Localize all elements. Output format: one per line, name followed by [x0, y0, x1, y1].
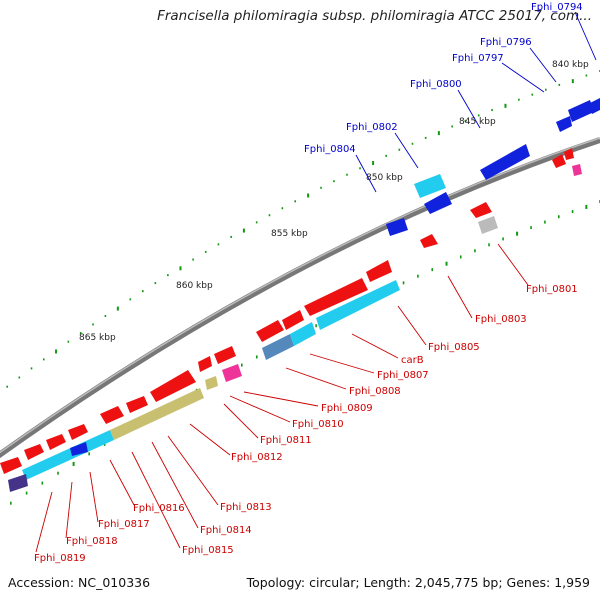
gene-block: [424, 192, 452, 214]
gene-label: Fphi_0807: [377, 370, 429, 381]
forward-genes: [0, 148, 574, 474]
gene-block: [150, 370, 196, 402]
gene-block: [420, 234, 438, 248]
gene-block: [0, 457, 22, 474]
gene-block: [24, 444, 44, 460]
scale-label: 865 kbp: [79, 333, 116, 343]
gene-block: [8, 474, 28, 492]
gene-label: Fphi_0808: [349, 386, 401, 397]
gene-block: [366, 260, 392, 282]
gene-block: [126, 396, 148, 413]
scale-label: 860 kbp: [176, 281, 213, 291]
gene-labels-forward: Fphi_0801 Fphi_0803 Fphi_0805 carB Fphi_…: [34, 284, 578, 564]
label-leader-lines: [35, 11, 597, 553]
genome-info-text: Topology: circular; Length: 2,045,775 bp…: [246, 575, 590, 590]
gene-block: [414, 174, 446, 198]
scale-label: 840 kbp: [552, 60, 589, 70]
map-title: Francisella philomiragia subsp. philomir…: [157, 8, 592, 24]
gene-label: Fphi_0816: [133, 503, 185, 514]
gene-label: Fphi_0818: [66, 536, 118, 547]
gene-block: [262, 334, 294, 360]
gene-block: [568, 100, 594, 122]
gene-label: Fphi_0819: [34, 553, 86, 564]
gene-block: [556, 116, 572, 132]
gene-label: Fphi_0811: [260, 435, 312, 446]
gene-block: [282, 310, 304, 330]
gene-block: [552, 154, 566, 168]
gene-block: [304, 278, 368, 316]
gene-block: [205, 376, 218, 390]
other-genes: [8, 98, 600, 492]
gene-block: [470, 202, 492, 218]
gene-label: Fphi_0802: [346, 122, 398, 133]
gene-block: [22, 430, 114, 480]
genome-backbone: [0, 137, 600, 459]
gene-label: Fphi_0810: [292, 419, 344, 430]
gene-block: [256, 320, 284, 342]
gene-label: Fphi_0814: [200, 525, 252, 536]
scale-label: 850 kbp: [366, 173, 403, 183]
gene-block: [588, 98, 600, 114]
gene-block: [290, 322, 316, 346]
gene-block: [480, 144, 530, 180]
gene-labels-reverse: Fphi_0794 Fphi_0796 Fphi_0797 Fphi_0800 …: [304, 2, 583, 155]
accession-text: Accession: NC_010336: [8, 575, 151, 590]
gene-block: [214, 346, 236, 364]
gene-label: Fphi_0801: [526, 284, 578, 295]
gene-label: Fphi_0813: [220, 502, 272, 513]
gene-label: Fphi_0804: [304, 144, 356, 155]
gene-label: Fphi_0803: [475, 314, 527, 325]
gene-label: Fphi_0809: [321, 403, 373, 414]
gene-block: [68, 424, 88, 440]
gene-block: [198, 356, 212, 372]
gene-block: [572, 164, 582, 176]
gene-block: [564, 148, 574, 160]
genome-backbone-highlight: [0, 137, 600, 454]
gene-label: Fphi_0797: [452, 53, 504, 64]
gene-block: [222, 364, 242, 382]
gene-block: [478, 216, 498, 234]
gene-block: [46, 434, 66, 450]
scale-labels: 840 kbp 845 kbp 850 kbp 855 kbp 860 kbp …: [79, 60, 589, 343]
gene-label: Fphi_0817: [98, 519, 150, 530]
scale-label: 855 kbp: [271, 229, 308, 239]
gene-block: [110, 388, 204, 440]
gene-label: Fphi_0800: [410, 79, 462, 90]
gene-label: Fphi_0796: [480, 37, 532, 48]
gene-label: carB: [401, 355, 424, 366]
gene-block: [100, 406, 124, 424]
scale-label: 845 kbp: [459, 117, 496, 127]
gene-label: Fphi_0815: [182, 545, 234, 556]
gene-label: Fphi_0794: [531, 2, 583, 13]
gene-block: [70, 442, 88, 456]
gene-block: [386, 218, 408, 236]
gene-block: [316, 280, 400, 330]
gene-label: Fphi_0812: [231, 452, 283, 463]
gene-label: Fphi_0805: [428, 342, 480, 353]
